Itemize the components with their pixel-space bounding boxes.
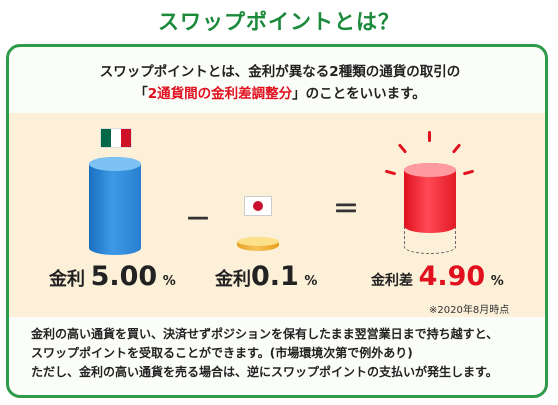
description: 金利の高い通貨を買い、決済せずポジションを保有したまま翌営業日まで持ち越すと、 …: [31, 325, 541, 382]
description-line: ただし、金利の高い通貨を売る場合は、逆にスワップポイントの支払いが発生します。: [31, 365, 498, 379]
description-line: 金利の高い通貨を買い、決済せずポジションを保有したまま翌営業日まで持ち越すと、: [31, 327, 499, 341]
burst-ray-icon: [451, 143, 462, 154]
date-note: ※2020年8月時点: [429, 305, 510, 316]
japan-flag-icon: [245, 197, 271, 215]
intro-line-2: 「2通貨間の金利差調整分」のことをいいます。: [9, 83, 545, 105]
result-rate-label: 金利差 4.90 %: [371, 261, 504, 292]
intro-line-1: スワップポイントとは、金利が異なる2種類の通貨の取引の: [99, 64, 461, 80]
intro-text: スワップポイントとは、金利が異なる2種類の通貨の取引の 「2通貨間の金利差調整分…: [9, 61, 545, 105]
minus-operator: －: [185, 205, 212, 235]
high-rate-cylinder: [89, 157, 141, 255]
explanation-card: スワップポイントとは、金利が異なる2種類の通貨の取引の 「2通貨間の金利差調整分…: [6, 44, 548, 398]
intro-highlight: 2通貨間の金利差調整分: [147, 86, 293, 102]
page-title: スワップポイントとは？: [158, 10, 400, 34]
burst-ray-icon: [462, 169, 475, 176]
low-rate-coin: [237, 237, 279, 251]
rate-difference-cylinder: [404, 163, 456, 233]
burst-ray-icon: [428, 131, 431, 142]
equation-panel: － ＝ 金利 5.00 % 金利0.1 % 金利差 4.90 % ※2020年8…: [9, 113, 545, 317]
intro-rest: 」のことをいいます。: [292, 86, 426, 102]
left-rate-label: 金利 5.00 %: [49, 261, 176, 292]
burst-ray-icon: [397, 143, 408, 154]
middle-rate-label: 金利0.1 %: [215, 261, 318, 292]
equals-operator: ＝: [333, 195, 360, 225]
mexico-flag-icon: [101, 129, 131, 147]
intro-bracket-open: 「: [134, 86, 148, 102]
burst-ray-icon: [384, 169, 397, 176]
description-line: スワップポイントを受取ることができます。(市場環境次第で例外あり): [31, 346, 413, 360]
difference-outline: [404, 223, 456, 254]
